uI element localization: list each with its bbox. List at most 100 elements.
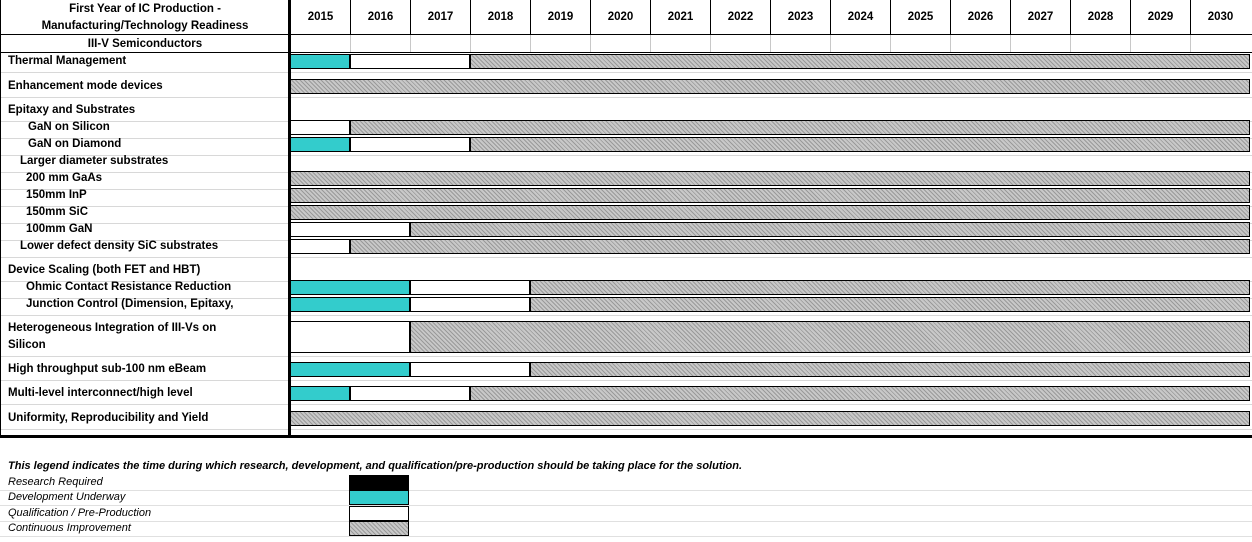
timeline-bar-10-0 — [290, 239, 350, 254]
timeline-bar-17-0 — [290, 411, 1250, 426]
year-header-2029: 2029 — [1130, 0, 1190, 34]
timeline-bar-4-0 — [290, 137, 350, 152]
grid-line-2025 — [890, 35, 891, 52]
grid-line-2022 — [710, 35, 711, 52]
timeline-bar-14-0 — [290, 321, 410, 353]
header-title-line2: Manufacturing/Technology Readiness — [41, 20, 249, 32]
grid-line-2029 — [1130, 35, 1131, 52]
timeline-bar-4-2 — [470, 137, 1250, 152]
section-border — [0, 52, 1252, 53]
row-label-9: 100mm GaN — [26, 223, 93, 235]
timeline-bar-16-2 — [470, 386, 1250, 401]
row-label-5: Larger diameter substrates — [20, 155, 169, 167]
timeline-bar-3-1 — [350, 120, 1250, 135]
legend-label-2: Qualification / Pre-Production — [8, 507, 152, 519]
timeline-bar-15-2 — [530, 362, 1250, 377]
timeline-bar-14-1 — [410, 321, 1250, 353]
grid-line-2016 — [350, 35, 351, 52]
label-grid-divider — [288, 0, 291, 437]
row-label-4: GaN on Diamond — [28, 138, 122, 150]
grid-line-2027 — [1010, 35, 1011, 52]
timeline-bar-9-1 — [410, 222, 1250, 237]
year-header-2025: 2025 — [890, 0, 950, 34]
legend-row-line-1 — [0, 505, 1252, 506]
grid-line-2024 — [830, 35, 831, 52]
timeline-bar-16-0 — [290, 386, 350, 401]
grid-line-2018 — [470, 35, 471, 52]
row-separator-16 — [0, 404, 1252, 405]
row-label-10: Lower defect density SiC substrates — [20, 240, 219, 252]
year-header-2026: 2026 — [950, 0, 1010, 34]
row-label-12: Ohmic Contact Resistance Reduction — [26, 281, 232, 293]
row-separator-0 — [0, 72, 1252, 73]
year-header-2021: 2021 — [650, 0, 710, 34]
grid-line-2028 — [1070, 35, 1071, 52]
row-label-17: Uniformity, Reproducibility and Yield — [8, 412, 209, 424]
timeline-bar-16-1 — [350, 386, 470, 401]
legend-label-3: Continuous Improvement — [8, 522, 131, 534]
row-label-2: Epitaxy and Substrates — [8, 104, 136, 116]
timeline-bar-3-0 — [290, 120, 350, 135]
row-label-8: 150mm SiC — [26, 206, 89, 218]
timeline-bar-15-1 — [410, 362, 530, 377]
row-separator-10 — [0, 257, 1252, 258]
year-header-2022: 2022 — [710, 0, 770, 34]
year-header-2016: 2016 — [350, 0, 410, 34]
table-left-border — [0, 0, 1, 438]
row-label-16: Multi-level interconnect/high level — [8, 387, 193, 399]
grid-line-2019 — [530, 35, 531, 52]
year-header-2030: 2030 — [1190, 0, 1250, 34]
year-header-2023: 2023 — [770, 0, 830, 34]
legend-note: This legend indicates the time during wh… — [8, 460, 743, 472]
timeline-bar-0-0 — [290, 54, 350, 69]
year-header-2019: 2019 — [530, 0, 590, 34]
timeline-bar-13-2 — [530, 297, 1250, 312]
grid-line-2023 — [770, 35, 771, 52]
row-label-15: High throughput sub-100 nm eBeam — [8, 363, 207, 375]
grid-line-2030 — [1190, 35, 1191, 52]
legend-label-0: Research Required — [8, 476, 103, 488]
timeline-bar-7-0 — [290, 188, 1250, 203]
row-label-14: Heterogeneous Integration of III-Vs on — [8, 322, 217, 334]
timeline-bar-1-0 — [290, 79, 1250, 94]
row-separator-15 — [0, 380, 1252, 381]
row-label-3: GaN on Silicon — [28, 121, 110, 133]
timeline-bar-13-1 — [410, 297, 530, 312]
year-header-2028: 2028 — [1070, 0, 1130, 34]
grid-line-2026 — [950, 35, 951, 52]
year-header-2020: 2020 — [590, 0, 650, 34]
timeline-bar-13-0 — [290, 297, 410, 312]
timeline-bar-8-0 — [290, 205, 1250, 220]
timeline-bar-0-2 — [470, 54, 1250, 69]
timeline-bar-4-1 — [350, 137, 470, 152]
row-label-7: 150mm InP — [26, 189, 87, 201]
row-separator-4 — [0, 155, 1252, 156]
row-label-1: Enhancement mode devices — [8, 80, 163, 92]
grid-line-2020 — [590, 35, 591, 52]
year-header-2024: 2024 — [830, 0, 890, 34]
timeline-bar-12-0 — [290, 280, 410, 295]
grid-line-2017 — [410, 35, 411, 52]
row-separator-14 — [0, 356, 1252, 357]
year-header-2015: 2015 — [290, 0, 350, 34]
timeline-bar-12-2 — [530, 280, 1250, 295]
year-header-2027: 2027 — [1010, 0, 1070, 34]
section-title: III-V Semiconductors — [87, 38, 203, 50]
legend-row-line-2 — [0, 521, 1252, 522]
row-separator-13 — [0, 315, 1252, 316]
table-bottom-border — [0, 435, 1252, 438]
grid-line-2021 — [650, 35, 651, 52]
row-label-6: 200 mm GaAs — [26, 172, 103, 184]
row-label-14-line2: Silicon — [8, 339, 46, 351]
header-title-line1: First Year of IC Production - — [69, 3, 221, 15]
year-header-2017: 2017 — [410, 0, 470, 34]
row-label-0: Thermal Management — [8, 55, 127, 67]
timeline-bar-6-0 — [290, 171, 1250, 186]
timeline-bar-0-1 — [350, 54, 470, 69]
legend-swatch-2 — [349, 506, 409, 521]
header-border — [0, 34, 1252, 35]
timeline-bar-9-0 — [290, 222, 410, 237]
timeline-bar-12-1 — [410, 280, 530, 295]
row-label-13: Junction Control (Dimension, Epitaxy, — [26, 298, 234, 310]
